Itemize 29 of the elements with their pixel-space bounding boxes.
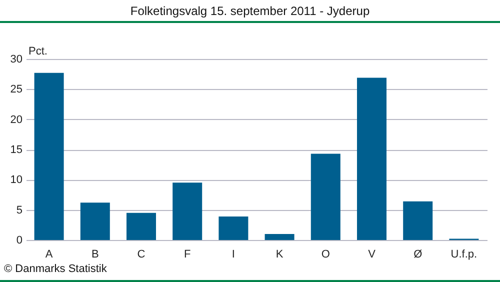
x-tick-label: C xyxy=(137,248,146,260)
bar xyxy=(126,212,156,240)
y-tick-label: 0 xyxy=(16,234,22,246)
x-tick-label: B xyxy=(91,248,99,260)
x-tick-label: F xyxy=(184,248,191,260)
y-tick-label: 20 xyxy=(10,114,22,126)
bar xyxy=(310,154,340,240)
bar xyxy=(34,72,64,240)
y-axis-title: Pct. xyxy=(28,46,48,58)
x-tick-label: V xyxy=(368,248,376,260)
bar xyxy=(80,202,110,240)
x-tick-label: K xyxy=(276,248,284,260)
y-tick-label: 10 xyxy=(10,174,22,186)
bar xyxy=(403,201,433,240)
x-tick-label: O xyxy=(321,248,330,260)
x-tick-label: A xyxy=(45,248,54,260)
x-tick-label: U.f.p. xyxy=(450,248,478,260)
bar xyxy=(172,182,202,240)
x-tick-label: I xyxy=(232,248,235,260)
bar xyxy=(218,216,248,240)
y-tick-label: 25 xyxy=(10,84,22,96)
chart-title: Folketingsvalg 15. september 2011 - Jyderup xyxy=(129,4,371,18)
x-tick-label: Ø xyxy=(414,248,423,260)
y-tick-label: 15 xyxy=(10,144,22,156)
bar xyxy=(357,78,386,240)
bar xyxy=(264,234,294,240)
text: © Danmarks Statistik xyxy=(4,263,107,275)
y-tick-label: 5 xyxy=(16,204,22,216)
y-tick-label: 30 xyxy=(10,54,22,66)
